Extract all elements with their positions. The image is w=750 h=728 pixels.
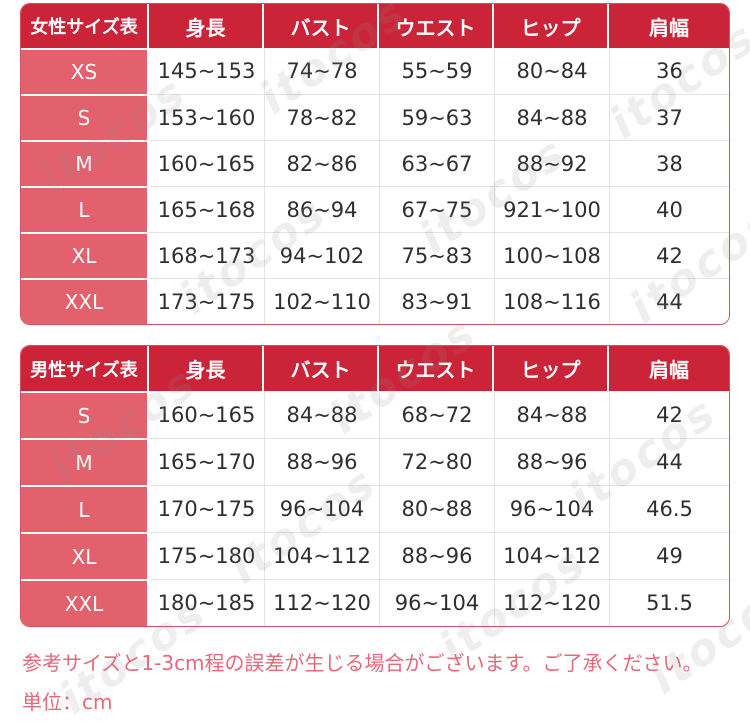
cell-hip: 84~88: [494, 94, 609, 140]
table-row: L 165~168 86~94 67~75 921~100 40: [21, 186, 729, 232]
women-header-row: 女性サイズ表 身長 バスト ウエスト ヒップ 肩幅: [21, 4, 729, 48]
cell-hip: 88~92: [494, 140, 609, 186]
table-row: XS 145~153 74~78 55~59 80~84 36: [21, 48, 729, 94]
cell-hip: 100~108: [494, 232, 609, 278]
column-header-height: 身長: [149, 346, 264, 391]
size-label: S: [21, 94, 149, 140]
size-label: XL: [21, 532, 149, 579]
cell-waist: 88~96: [379, 532, 494, 579]
cell-bust: 84~88: [264, 391, 379, 438]
cell-shoulder: 38: [609, 140, 729, 186]
cell-shoulder: 46.5: [609, 485, 729, 532]
cell-height: 160~165: [149, 140, 264, 186]
men-header-row: 男性サイズ表 身長 バスト ウエスト ヒップ 肩幅: [21, 346, 729, 391]
cell-height: 160~165: [149, 391, 264, 438]
size-label: S: [21, 391, 149, 438]
size-label: XS: [21, 48, 149, 94]
table-row: M 160~165 82~86 63~67 88~92 38: [21, 140, 729, 186]
column-header-bust: バスト: [264, 4, 379, 48]
column-header-hip: ヒップ: [494, 346, 609, 391]
note-tolerance: 参考サイズと1-3cm程の誤差が生じる場合がございます。ご了承ください。: [22, 651, 703, 675]
cell-shoulder: 36: [609, 48, 729, 94]
table-row: S 160~165 84~88 68~72 84~88 42: [21, 391, 729, 438]
column-header-waist: ウエスト: [379, 346, 494, 391]
cell-bust: 112~120: [264, 579, 379, 626]
cell-hip: 112~120: [494, 579, 609, 626]
table-row: XXL 180~185 112~120 96~104 112~120 51.5: [21, 579, 729, 626]
cell-hip: 80~84: [494, 48, 609, 94]
cell-waist: 80~88: [379, 485, 494, 532]
column-header-bust: バスト: [264, 346, 379, 391]
cell-shoulder: 42: [609, 391, 729, 438]
men-size-table: 男性サイズ表 身長 バスト ウエスト ヒップ 肩幅 S 160~165 84~8…: [20, 345, 730, 627]
cell-height: 173~175: [149, 278, 264, 324]
cell-shoulder: 49: [609, 532, 729, 579]
column-header-shoulder: 肩幅: [609, 4, 729, 48]
cell-waist: 83~91: [379, 278, 494, 324]
cell-bust: 88~96: [264, 438, 379, 485]
cell-waist: 55~59: [379, 48, 494, 94]
cell-height: 165~170: [149, 438, 264, 485]
cell-bust: 74~78: [264, 48, 379, 94]
cell-hip: 104~112: [494, 532, 609, 579]
cell-hip: 84~88: [494, 391, 609, 438]
cell-hip: 921~100: [494, 186, 609, 232]
cell-bust: 94~102: [264, 232, 379, 278]
cell-shoulder: 44: [609, 278, 729, 324]
size-label: XL: [21, 232, 149, 278]
cell-height: 165~168: [149, 186, 264, 232]
size-label: M: [21, 438, 149, 485]
cell-shoulder: 51.5: [609, 579, 729, 626]
men-table-title: 男性サイズ表: [21, 346, 149, 391]
cell-height: 180~185: [149, 579, 264, 626]
cell-height: 145~153: [149, 48, 264, 94]
cell-waist: 96~104: [379, 579, 494, 626]
size-label: XXL: [21, 278, 149, 324]
cell-waist: 59~63: [379, 94, 494, 140]
table-row: XL 175~180 104~112 88~96 104~112 49: [21, 532, 729, 579]
column-header-height: 身長: [149, 4, 264, 48]
table-row: XL 168~173 94~102 75~83 100~108 42: [21, 232, 729, 278]
cell-shoulder: 37: [609, 94, 729, 140]
column-header-hip: ヒップ: [494, 4, 609, 48]
cell-height: 175~180: [149, 532, 264, 579]
cell-waist: 75~83: [379, 232, 494, 278]
cell-bust: 96~104: [264, 485, 379, 532]
cell-waist: 63~67: [379, 140, 494, 186]
cell-shoulder: 42: [609, 232, 729, 278]
cell-hip: 88~96: [494, 438, 609, 485]
size-notes: 参考サイズと1-3cm程の誤差が生じる場合がございます。ご了承ください。 単位：…: [22, 648, 703, 726]
column-header-shoulder: 肩幅: [609, 346, 729, 391]
cell-height: 153~160: [149, 94, 264, 140]
cell-height: 168~173: [149, 232, 264, 278]
cell-height: 170~175: [149, 485, 264, 532]
cell-hip: 96~104: [494, 485, 609, 532]
size-label: M: [21, 140, 149, 186]
table-row: L 170~175 96~104 80~88 96~104 46.5: [21, 485, 729, 532]
table-row: S 153~160 78~82 59~63 84~88 37: [21, 94, 729, 140]
size-label: L: [21, 485, 149, 532]
cell-shoulder: 40: [609, 186, 729, 232]
cell-shoulder: 44: [609, 438, 729, 485]
cell-waist: 68~72: [379, 391, 494, 438]
cell-bust: 82~86: [264, 140, 379, 186]
note-unit: 単位：cm: [22, 690, 113, 714]
women-table-title: 女性サイズ表: [21, 4, 149, 48]
cell-bust: 78~82: [264, 94, 379, 140]
table-row: XXL 173~175 102~110 83~91 108~116 44: [21, 278, 729, 324]
women-size-table: 女性サイズ表 身長 バスト ウエスト ヒップ 肩幅 XS 145~153 74~…: [20, 3, 730, 325]
size-label: L: [21, 186, 149, 232]
size-label: XXL: [21, 579, 149, 626]
cell-waist: 72~80: [379, 438, 494, 485]
cell-hip: 108~116: [494, 278, 609, 324]
column-header-waist: ウエスト: [379, 4, 494, 48]
cell-bust: 86~94: [264, 186, 379, 232]
cell-waist: 67~75: [379, 186, 494, 232]
cell-bust: 104~112: [264, 532, 379, 579]
cell-bust: 102~110: [264, 278, 379, 324]
table-row: M 165~170 88~96 72~80 88~96 44: [21, 438, 729, 485]
